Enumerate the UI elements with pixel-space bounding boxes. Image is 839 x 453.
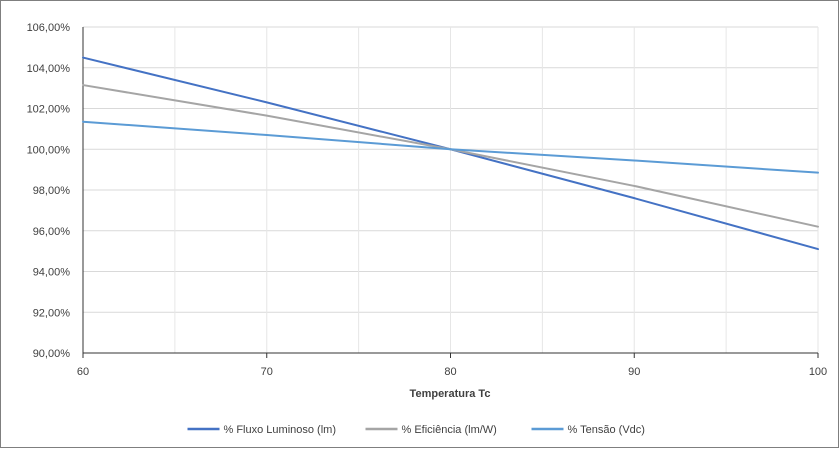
grid-lines xyxy=(83,26,819,353)
legend: % Fluxo Luminoso (lm) % Eficiência (lm/W)… xyxy=(187,424,645,436)
legend-label-1: % Fluxo Luminoso (lm) xyxy=(224,424,336,436)
y-tick-label: 92,00% xyxy=(33,307,71,319)
y-tick-label: 104,00% xyxy=(27,63,71,75)
x-tick-label: 70 xyxy=(261,366,273,378)
legend-label-2: % Eficiência (lm/W) xyxy=(402,424,497,436)
x-tick-label: 60 xyxy=(77,366,89,378)
tick-labels: 90,00% 92,00% 94,00% 96,00% 98,00% 100,00% 102… xyxy=(27,22,828,378)
x-axis-title: Temperatura Tc xyxy=(410,388,491,400)
series-lines xyxy=(82,56,819,251)
x-tick-label: 100 xyxy=(809,366,827,378)
x-tick-label: 90 xyxy=(628,366,640,378)
legend-label-3: % Tensão (Vdc) xyxy=(568,424,645,436)
y-tick-label: 90,00% xyxy=(33,348,71,360)
y-tick-label: 106,00% xyxy=(27,22,71,34)
axes xyxy=(82,27,819,358)
y-tick-label: 102,00% xyxy=(27,104,71,116)
x-tick-label: 80 xyxy=(444,366,456,378)
y-tick-label: 100,00% xyxy=(27,144,71,156)
series-line-3 xyxy=(82,120,819,174)
y-tick-label: 94,00% xyxy=(33,267,71,279)
y-tick-label: 96,00% xyxy=(33,226,71,238)
y-tick-label: 98,00% xyxy=(33,185,71,197)
